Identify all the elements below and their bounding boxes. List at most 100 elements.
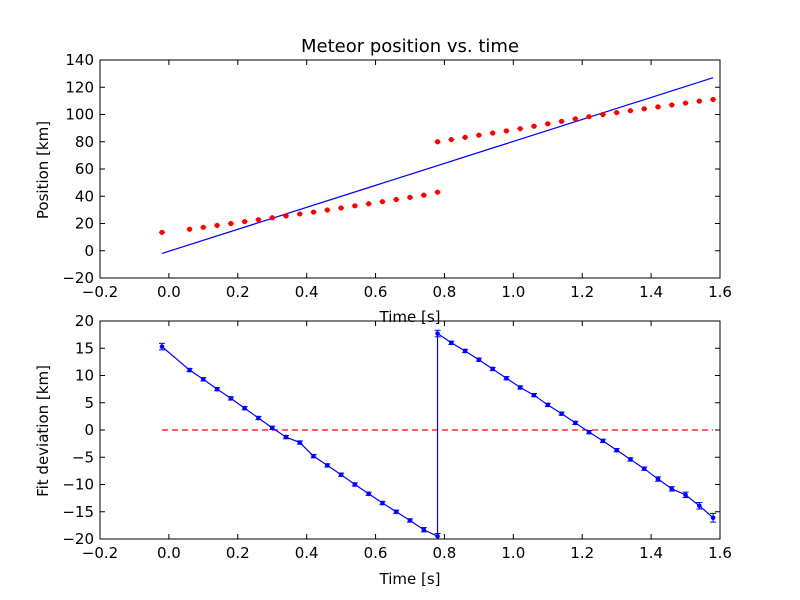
data-point [421,527,427,533]
data-point [159,344,165,349]
data-point [641,466,647,471]
data-point [186,226,193,232]
data-point [517,385,523,390]
data-point [627,108,634,114]
data-point [228,220,234,227]
y-tick-label: 20 [75,312,94,330]
data-point [242,405,247,411]
y-tick-label: −15 [62,503,94,521]
data-point [256,415,261,421]
y-tick-label: 60 [75,160,94,178]
data-point [393,196,399,203]
data-point [462,134,468,140]
y-tick-label: 10 [75,367,94,385]
plot-frame [99,320,721,540]
data-point [325,463,330,468]
data-point [545,402,551,408]
y-tick-label: −20 [62,530,94,548]
data-point [421,192,427,198]
data-point [531,123,537,129]
data-point [558,118,565,124]
y-tick-label: 120 [65,78,94,96]
y-axis-label: Position [km] [34,121,52,219]
data-point [324,207,330,213]
x-tick-label: 1.2 [570,283,594,301]
y-tick-label: 0 [84,242,94,260]
data-point [545,121,551,127]
data-point [669,486,675,492]
data-point [214,386,220,392]
data-point [449,340,454,346]
x-tick-label: 0.4 [295,544,319,562]
data-point [669,102,675,108]
data-point [614,109,620,116]
y-tick-label: 5 [84,394,94,412]
data-point [504,375,509,381]
data-point [490,130,496,136]
x-tick-label: 1.4 [639,544,663,562]
data-point [517,126,523,132]
data-point [614,447,619,453]
data-point [628,457,633,462]
data-point [682,100,689,106]
data-point [366,491,371,497]
deviation-series-line [161,332,714,538]
y-tick-label: 80 [75,133,94,151]
data-point [214,222,220,229]
data-point [448,136,454,143]
x-tick-label: 1.2 [570,544,594,562]
data-point [710,515,716,521]
data-point [462,348,468,354]
data-point [352,203,358,209]
x-tick-label: 0.6 [364,283,388,301]
position-plot-area: −0.2 0.0 0.2 0.4 0.6 0.8 1.0 1.2 1.4 1.6 −20 0 20 40 6… [62,51,732,301]
x-tick-label: 1.4 [639,283,663,301]
y-tick-label: −5 [72,448,94,466]
data-point [159,229,165,235]
data-point [655,104,661,110]
data-point [379,199,386,205]
data-point [310,209,317,215]
y-tick-label: 100 [65,106,94,124]
data-point [696,98,702,104]
data-point [200,224,206,230]
data-point [435,331,440,336]
data-point [559,411,564,416]
y-tick-label: 140 [65,51,94,69]
x-axis-label: Time [s] [379,308,441,326]
data-point [297,211,303,217]
x-tick-label: −0.2 [82,544,118,562]
x-axis-label: Time [s] [379,570,441,588]
x-tick-label: 0.0 [157,283,181,301]
y-tick-label: −10 [62,476,94,494]
position-plot: Meteor position vs. time −0.2 0.0 0.2 0.4 0.… [34,36,732,326]
data-point [269,215,275,221]
plot-title: Meteor position vs. time [301,36,519,57]
data-point [600,111,606,118]
data-point [641,106,647,112]
data-point [435,533,440,539]
data-point [476,357,482,362]
x-tick-label: 1.0 [501,544,525,562]
data-point [393,509,399,515]
y-tick-label: 15 [75,339,94,357]
data-point [434,139,441,145]
data-point [201,377,206,382]
data-point [228,396,234,401]
x-tick-label: −0.2 [82,283,118,301]
data-point [683,492,688,498]
data-point [283,434,289,440]
data-point [366,201,372,207]
data-point [338,472,344,477]
data-point [503,128,510,134]
y-tick-label: 20 [75,215,94,233]
data-point [573,420,578,426]
data-point [407,194,413,200]
fit-line [161,77,714,255]
data-point [297,440,303,445]
x-tick-label: 0.0 [157,544,181,562]
data-point [710,96,716,103]
data-point [586,114,592,120]
data-point [352,482,358,487]
data-point [434,189,441,195]
